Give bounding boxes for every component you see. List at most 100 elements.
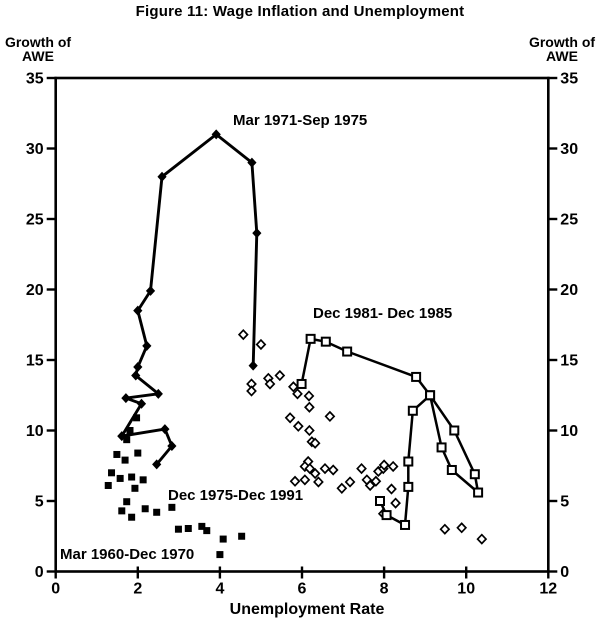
marker-filled-square [104,481,112,489]
marker-open-square [436,442,447,453]
marker-filled-square [153,508,161,516]
x-axis-tick-label: 4 [215,581,224,598]
series-line--1971-1975 [120,132,259,466]
marker-filled-square [128,513,136,521]
x-axis-tick-label: 8 [380,581,389,598]
marker-filled-diamond [131,370,141,381]
marker-open-square [403,481,414,492]
marker-open-diamond [390,497,401,509]
marker-open-diamond [288,381,299,393]
marker-filled-diamond [248,360,258,371]
marker-filled-diamond [133,362,143,373]
marker-open-square [403,456,414,467]
y-axis-tick-label-right: 10 [560,423,578,440]
marker-filled-square [123,436,131,444]
marker-filled-square [139,476,147,484]
marker-open-diamond [356,462,367,475]
marker-open-square [469,469,480,480]
x-axis-tick-label: 10 [457,581,475,598]
marker-open-diamond [284,412,296,424]
marker-open-diamond [304,401,315,413]
marker-open-diamond [304,424,315,437]
y-axis-tick-label-left: 35 [26,71,44,88]
marker-open-diamond [274,369,286,382]
marker-filled-square [168,503,176,511]
y-axis-tick-label-right: 5 [560,494,569,511]
marker-filled-square [219,535,227,543]
marker-open-square [425,390,436,401]
marker-filled-square [133,414,141,422]
y-axis-tick-label-left: 10 [26,423,44,440]
series-label-1960-1970: Mar 1960-Dec 1970 [60,546,195,563]
figure-title: Figure 11: Wage Inflation and Unemployme… [135,3,465,20]
marker-open-diamond [476,533,488,545]
marker-filled-square [113,450,121,458]
marker-open-diamond [378,459,390,471]
marker-filled-square [128,473,136,481]
marker-open-diamond [327,464,339,476]
marker-filled-diamond [211,129,221,140]
marker-open-square [400,519,411,530]
marker-open-square [305,333,316,344]
marker-open-diamond [456,522,468,534]
x-axis-tick-label: 12 [539,581,557,598]
marker-filled-square [131,484,139,492]
marker-open-square [374,496,385,506]
marker-open-diamond [292,388,303,400]
marker-open-diamond [237,328,249,341]
y-axis-tick-label-left: 5 [35,494,44,511]
marker-filled-square [141,505,149,513]
marker-filled-diamond [160,424,170,435]
y-axis-label-left: Growth of AWE [4,34,72,64]
marker-filled-diamond [142,340,152,351]
series-label-1981-1985: Dec 1981- Dec 1985 [313,305,453,322]
marker-filled-square [123,498,131,506]
marker-filled-diamond [152,459,162,470]
marker-filled-diamond [153,388,163,399]
y-axis-tick-label-left: 30 [26,141,44,158]
marker-open-diamond [364,479,376,492]
marker-filled-diamond [252,228,262,239]
marker-open-diamond [439,523,451,535]
marker-filled-diamond [157,171,167,182]
marker-open-diamond [264,378,276,390]
marker-filled-square [174,525,182,533]
y-axis-tick-label-right: 25 [560,212,578,229]
marker-open-square [342,346,353,357]
marker-filled-diamond [167,441,177,452]
marker-open-diamond [309,467,321,480]
marker-filled-square [108,469,116,477]
marker-open-diamond [387,460,399,473]
marker-filled-square [116,474,124,482]
marker-open-diamond [313,476,324,488]
marker-filled-square [184,524,192,532]
marker-open-diamond [246,385,257,397]
marker-open-square [320,336,331,347]
marker-open-diamond [370,475,382,487]
marker-open-diamond [319,462,331,475]
y-axis-tick-label-left: 25 [26,212,44,229]
marker-filled-diamond [247,157,257,168]
marker-open-diamond [324,410,336,423]
series-label-1971-1975: Mar 1971-Sep 1975 [233,112,368,129]
marker-filled-diamond [117,431,127,442]
y-axis-tick-label-left: 15 [26,353,44,370]
marker-filled-square [238,532,246,540]
x-axis-label: Unemployment Rate [229,601,385,618]
marker-open-diamond [344,476,356,488]
marker-filled-square [203,527,211,535]
y-axis-tick-label-right: 20 [560,282,578,299]
marker-open-diamond [289,475,301,487]
marker-open-square [446,464,457,475]
marker-open-diamond [336,482,348,494]
x-axis-tick-label: 0 [51,581,60,598]
marker-open-diamond [292,420,304,432]
marker-filled-square [198,522,206,530]
y-axis-tick-label-right: 35 [560,71,578,88]
marker-open-diamond [386,483,397,495]
marker-filled-diamond [121,393,131,404]
y-axis-tick-label-right: 15 [560,353,578,370]
marker-filled-square [121,456,129,464]
y-axis-tick-label-left: 0 [35,564,44,581]
